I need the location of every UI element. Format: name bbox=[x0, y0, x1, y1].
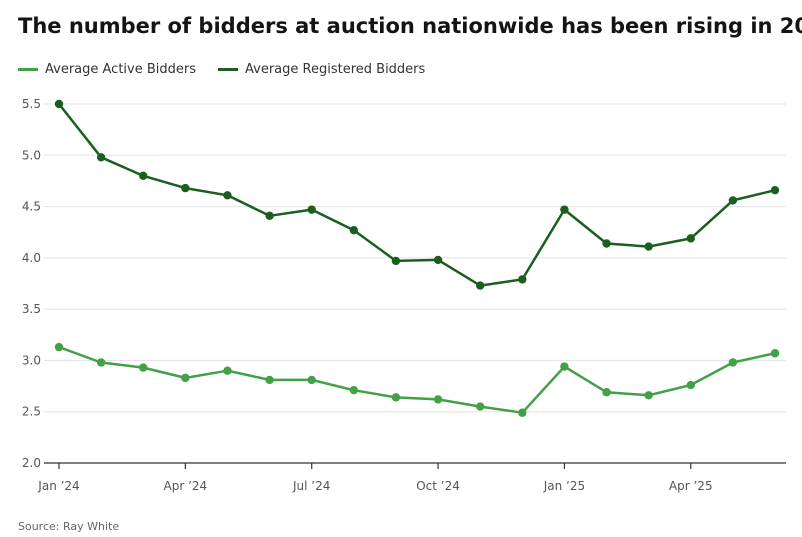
series-line-1 bbox=[58, 103, 776, 287]
series-0-point-8 bbox=[391, 393, 401, 402]
series-0-point-5 bbox=[265, 375, 274, 385]
series-0-point-6 bbox=[307, 375, 316, 385]
x-tick-label-3: Oct ’24 bbox=[416, 479, 460, 493]
series-0-point-4 bbox=[223, 366, 232, 375]
series-0-point-1 bbox=[96, 358, 106, 367]
x-tick-label-1: Apr ’24 bbox=[164, 479, 208, 493]
y-tick-label-5: 4.5 bbox=[22, 200, 41, 214]
series-1-point-0 bbox=[54, 99, 64, 109]
legend-item-registered: Average Registered Bidders bbox=[218, 62, 425, 77]
series-1-point-2 bbox=[139, 171, 148, 180]
legend-item-active: Average Active Bidders bbox=[18, 62, 196, 77]
series-1-point-10 bbox=[475, 281, 485, 290]
series-0-point-15 bbox=[686, 380, 695, 390]
series-1-point-11 bbox=[518, 275, 527, 284]
series-0-point-7 bbox=[349, 385, 359, 395]
series-1-point-8 bbox=[391, 256, 401, 266]
series-1-point-3 bbox=[181, 183, 190, 193]
y-tick-label-6: 5.0 bbox=[22, 148, 41, 162]
legend-swatch-registered bbox=[218, 68, 239, 71]
series-line-0 bbox=[58, 345, 776, 414]
series-1-point-12 bbox=[560, 205, 569, 214]
series-0-point-0 bbox=[54, 342, 64, 352]
y-tick-label-1: 2.5 bbox=[22, 405, 41, 419]
series-0-point-16 bbox=[728, 358, 738, 367]
chart-title: The number of bidders at auction nationw… bbox=[18, 14, 802, 38]
legend: Average Active Bidders Average Registere… bbox=[18, 62, 447, 77]
series-1-point-15 bbox=[686, 234, 695, 243]
series-1-point-4 bbox=[223, 191, 232, 200]
y-tick-label-3: 3.5 bbox=[22, 302, 41, 316]
series-1-point-5 bbox=[265, 211, 274, 221]
y-tick-label-7: 5.5 bbox=[22, 97, 41, 111]
legend-label-registered: Average Registered Bidders bbox=[245, 62, 426, 77]
series-0-point-17 bbox=[770, 349, 780, 358]
series-1-point-16 bbox=[728, 196, 738, 205]
y-tick-label-4: 4.0 bbox=[22, 251, 41, 265]
y-tick-label-0: 2.0 bbox=[22, 456, 41, 470]
x-tick-label-5: Apr ’25 bbox=[669, 479, 713, 493]
legend-swatch-active bbox=[18, 68, 38, 71]
series-0-point-11 bbox=[518, 408, 527, 417]
series-1-point-17 bbox=[770, 185, 780, 195]
source-note: Source: Ray White bbox=[18, 520, 120, 533]
series-1-point-6 bbox=[307, 205, 316, 214]
series-1-point-7 bbox=[349, 225, 359, 235]
series-1-point-1 bbox=[96, 153, 106, 162]
series-0-point-13 bbox=[602, 388, 611, 397]
legend-label-active: Average Active Bidders bbox=[45, 62, 197, 77]
x-tick-label-2: Jul ’24 bbox=[292, 479, 330, 493]
series-0-point-3 bbox=[181, 373, 190, 383]
x-tick-label-0: Jan ’24 bbox=[37, 479, 79, 493]
series-0-point-12 bbox=[560, 362, 569, 371]
x-tick-label-4: Jan ’25 bbox=[543, 479, 585, 493]
series-0-point-2 bbox=[139, 363, 148, 372]
series-0-point-14 bbox=[644, 391, 653, 400]
series-1-point-9 bbox=[433, 255, 443, 265]
series-1-point-14 bbox=[644, 242, 653, 251]
series-0-point-10 bbox=[475, 402, 485, 411]
series-1-point-13 bbox=[602, 239, 611, 248]
y-tick-label-2: 3.0 bbox=[22, 353, 41, 367]
series-0-point-9 bbox=[433, 395, 443, 404]
